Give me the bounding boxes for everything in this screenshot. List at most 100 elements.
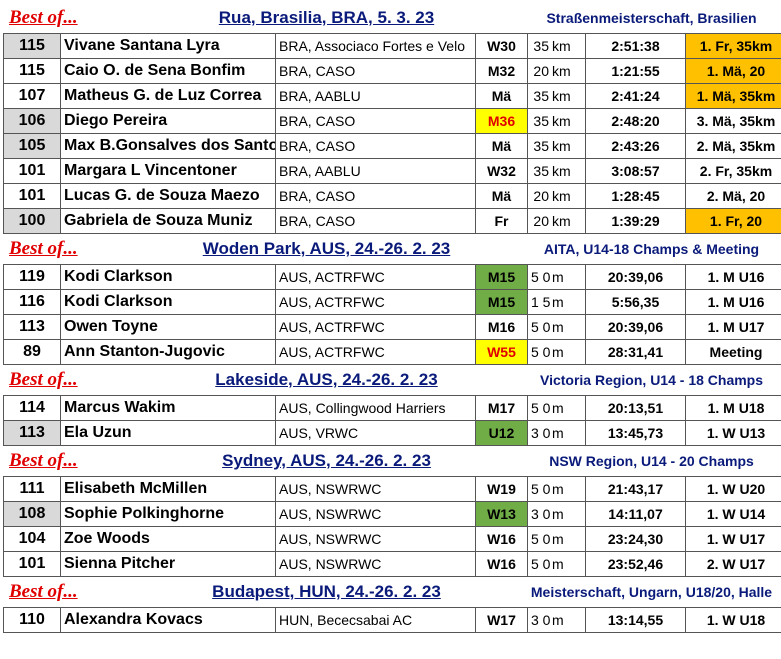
- athlete-name: Kodi Clarkson: [60, 289, 276, 315]
- category: M36: [475, 108, 528, 134]
- category: W17: [475, 607, 528, 633]
- club: AUS, ACTRFWC: [275, 339, 476, 365]
- distance: 3 000: [527, 420, 550, 446]
- score: 107: [3, 83, 61, 109]
- club: AUS, NSWRWC: [275, 526, 476, 552]
- distance-unit: m: [550, 289, 586, 315]
- time: 1:39:29: [585, 208, 686, 234]
- event-subtitle: Victoria Region, U14 - 18 Champs: [539, 372, 764, 388]
- athlete-name: Owen Toyne: [60, 314, 276, 340]
- time: 20:39,06: [585, 314, 686, 340]
- placing: 1. M U16: [685, 264, 781, 290]
- distance-unit: m: [550, 607, 586, 633]
- category: M15: [475, 289, 528, 315]
- best-of: Best of...: [9, 581, 78, 602]
- time: 2:41:24: [585, 83, 686, 109]
- distance: 35: [527, 133, 550, 159]
- distance-unit: km: [550, 108, 586, 134]
- score: 111: [3, 476, 61, 502]
- score: 114: [3, 395, 61, 421]
- category: W32: [475, 158, 528, 184]
- score: 101: [3, 551, 61, 577]
- distance: 5 000: [527, 526, 550, 552]
- distance-unit: m: [550, 501, 586, 527]
- category: W16: [475, 551, 528, 577]
- section-header: Best of... Woden Park, AUS, 24.-26. 2. 23…: [3, 234, 779, 264]
- placing: 1. Mä, 20: [685, 58, 781, 84]
- result-row: 114 Marcus Wakim AUS, Collingwood Harriers…: [3, 395, 781, 421]
- section-header: Best of... Lakeside, AUS, 24.-26. 2. 23 Vi…: [3, 365, 779, 395]
- category: W16: [475, 526, 528, 552]
- club: BRA, CASO: [275, 108, 476, 134]
- result-row: 106 Diego Pereira BRA, CASO M36 35 km 2:48:20 3…: [3, 108, 781, 134]
- distance-unit: km: [550, 58, 586, 84]
- distance: 5 000: [527, 395, 550, 421]
- athlete-name: Lucas G. de Souza Maezo: [60, 183, 276, 209]
- club: BRA, CASO: [275, 208, 476, 234]
- distance-unit: m: [550, 339, 586, 365]
- placing: 1. W U18: [685, 607, 781, 633]
- time: 1:28:45: [585, 183, 686, 209]
- athlete-name: Alexandra Kovacs: [60, 607, 276, 633]
- athlete-name: Sienna Pitcher: [60, 551, 276, 577]
- category: W30: [475, 33, 528, 59]
- event-title: Budapest, HUN, 24.-26. 2. 23: [212, 582, 441, 601]
- score: 115: [3, 58, 61, 84]
- score: 110: [3, 607, 61, 633]
- distance-unit: km: [550, 83, 586, 109]
- distance: 3 000: [527, 607, 550, 633]
- distance-unit: km: [550, 208, 586, 234]
- distance-unit: km: [550, 158, 586, 184]
- section-header: Best of... Sydney, AUS, 24.-26. 2. 23 NSW …: [3, 446, 779, 476]
- club: BRA, CASO: [275, 58, 476, 84]
- distance-unit: m: [550, 551, 586, 577]
- time: 23:52,46: [585, 551, 686, 577]
- score: 116: [3, 289, 61, 315]
- club: BRA, CASO: [275, 133, 476, 159]
- placing: 1. M U17: [685, 314, 781, 340]
- placing: 1. M U16: [685, 289, 781, 315]
- best-of: Best of...: [9, 369, 78, 390]
- club: AUS, NSWRWC: [275, 476, 476, 502]
- club: AUS, Collingwood Harriers: [275, 395, 476, 421]
- score: 101: [3, 158, 61, 184]
- category: W55: [475, 339, 528, 365]
- athlete-name: Matheus G. de Luz Correa: [60, 83, 276, 109]
- score: 104: [3, 526, 61, 552]
- score: 113: [3, 420, 61, 446]
- results-page: Best of... Rua, Brasilia, BRA, 5. 3. 23 St…: [3, 3, 781, 633]
- athlete-name: Sophie Polkinghorne: [60, 501, 276, 527]
- result-row: 110 Alexandra Kovacs HUN, Bececsabai AC W17…: [3, 607, 781, 633]
- event-subtitle: AITA, U14-18 Champs & Meeting: [543, 241, 760, 257]
- distance: 35: [527, 108, 550, 134]
- club: HUN, Bececsabai AC: [275, 607, 476, 633]
- club: BRA, CASO: [275, 183, 476, 209]
- athlete-name: Caio O. de Sena Bonfim: [60, 58, 276, 84]
- category: U12: [475, 420, 528, 446]
- result-row: 115 Caio O. de Sena Bonfim BRA, CASO M32 20 k…: [3, 58, 781, 84]
- distance: 5 000: [527, 551, 550, 577]
- time: 28:31,41: [585, 339, 686, 365]
- club: AUS, NSWRWC: [275, 501, 476, 527]
- event-title: Lakeside, AUS, 24.-26. 2. 23: [215, 370, 438, 389]
- distance-unit: m: [550, 526, 586, 552]
- time: 5:56,35: [585, 289, 686, 315]
- result-row: 101 Margara L Vincentoner BRA, AABLU W32 35 k…: [3, 158, 781, 184]
- athlete-name: Max B.Gonsalves dos Santos: [60, 133, 276, 159]
- event-subtitle: Straßenmeisterschaft, Brasilien: [546, 10, 757, 26]
- distance: 5 000: [527, 476, 550, 502]
- placing: 1. W U17: [685, 526, 781, 552]
- category: M15: [475, 264, 528, 290]
- distance: 5 000: [527, 314, 550, 340]
- category: M16: [475, 314, 528, 340]
- distance-unit: m: [550, 314, 586, 340]
- category: W19: [475, 476, 528, 502]
